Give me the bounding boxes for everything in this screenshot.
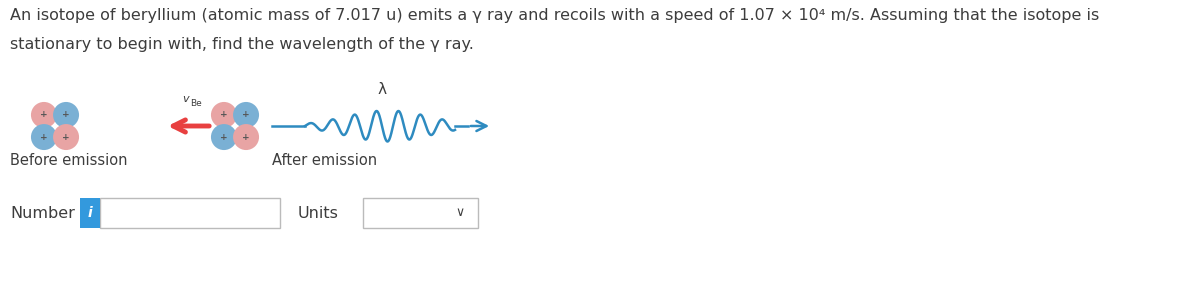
Text: After emission: After emission (272, 153, 377, 168)
Circle shape (233, 124, 259, 150)
Circle shape (211, 102, 236, 128)
FancyBboxPatch shape (100, 198, 280, 228)
Text: +: + (62, 133, 70, 142)
Text: +: + (62, 110, 70, 119)
Circle shape (31, 102, 56, 128)
Circle shape (211, 124, 236, 150)
Text: +: + (40, 133, 48, 142)
Circle shape (31, 124, 56, 150)
Text: +: + (220, 133, 228, 142)
Text: Before emission: Before emission (10, 153, 127, 168)
Circle shape (233, 102, 259, 128)
Text: i: i (88, 206, 92, 220)
Text: Be: Be (190, 99, 202, 108)
Text: stationary to begin with, find the wavelength of the γ ray.: stationary to begin with, find the wavel… (10, 37, 474, 52)
Text: Number: Number (10, 205, 74, 221)
Text: +: + (242, 110, 250, 119)
Text: An isotope of beryllium (atomic mass of 7.017 u) emits a γ ray and recoils with : An isotope of beryllium (atomic mass of … (10, 8, 1099, 23)
Text: ∨: ∨ (456, 207, 464, 219)
FancyBboxPatch shape (364, 198, 478, 228)
Text: +: + (220, 110, 228, 119)
FancyBboxPatch shape (80, 198, 100, 228)
Text: v: v (182, 94, 188, 104)
Text: λ: λ (378, 82, 386, 97)
Circle shape (53, 124, 79, 150)
Text: Units: Units (298, 205, 338, 221)
Text: +: + (242, 133, 250, 142)
Text: +: + (40, 110, 48, 119)
Circle shape (53, 102, 79, 128)
